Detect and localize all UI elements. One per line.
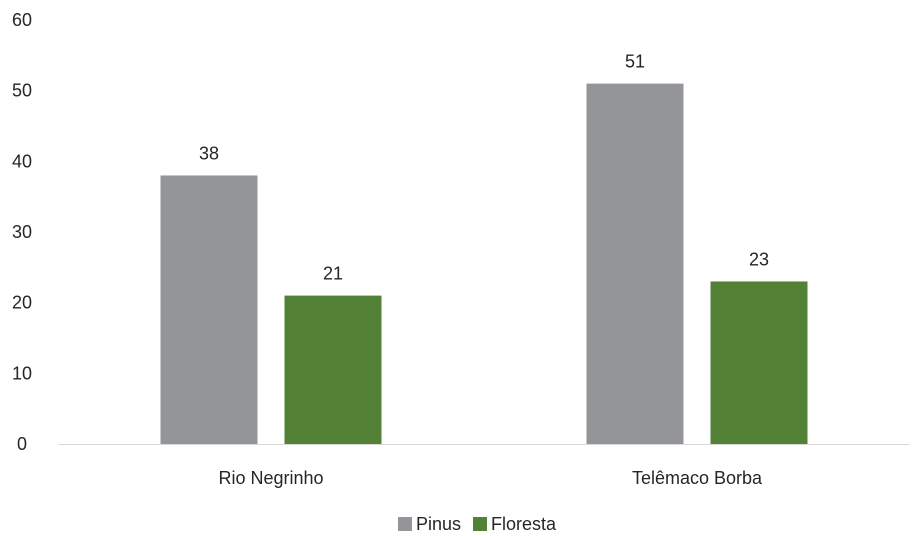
data-label: 21	[323, 264, 343, 284]
y-tick-label: 30	[12, 222, 32, 242]
bar-pinus-1	[160, 175, 258, 444]
legend: Pinus Floresta	[397, 514, 557, 534]
data-label: 51	[625, 52, 645, 72]
data-label: 38	[199, 143, 219, 163]
y-tick-label: 10	[12, 363, 32, 383]
x-category-label: Telêmaco Borba	[632, 468, 763, 488]
bar-floresta-1	[284, 295, 382, 444]
x-category-label: Rio Negrinho	[218, 468, 323, 488]
y-tick-label: 40	[12, 151, 32, 171]
legend-item-floresta: Floresta	[473, 514, 557, 534]
y-tick-label: 50	[12, 81, 32, 101]
y-axis: 0 10 20 30 40 50 60	[12, 10, 32, 454]
data-labels: 38 21 51 23	[199, 52, 769, 284]
legend-item-pinus: Pinus	[397, 514, 461, 534]
legend-swatch	[397, 517, 412, 531]
legend-label: Floresta	[491, 514, 557, 534]
x-axis: Rio Negrinho Telêmaco Borba	[218, 468, 763, 488]
bar-floresta-2	[710, 281, 808, 444]
data-label: 23	[749, 249, 769, 269]
bars	[160, 83, 808, 444]
bar-pinus-2	[586, 83, 684, 444]
y-tick-label: 20	[12, 293, 32, 313]
legend-label: Pinus	[416, 514, 461, 534]
y-tick-label: 0	[17, 434, 27, 454]
legend-swatch	[473, 517, 487, 531]
y-tick-label: 60	[12, 10, 32, 30]
